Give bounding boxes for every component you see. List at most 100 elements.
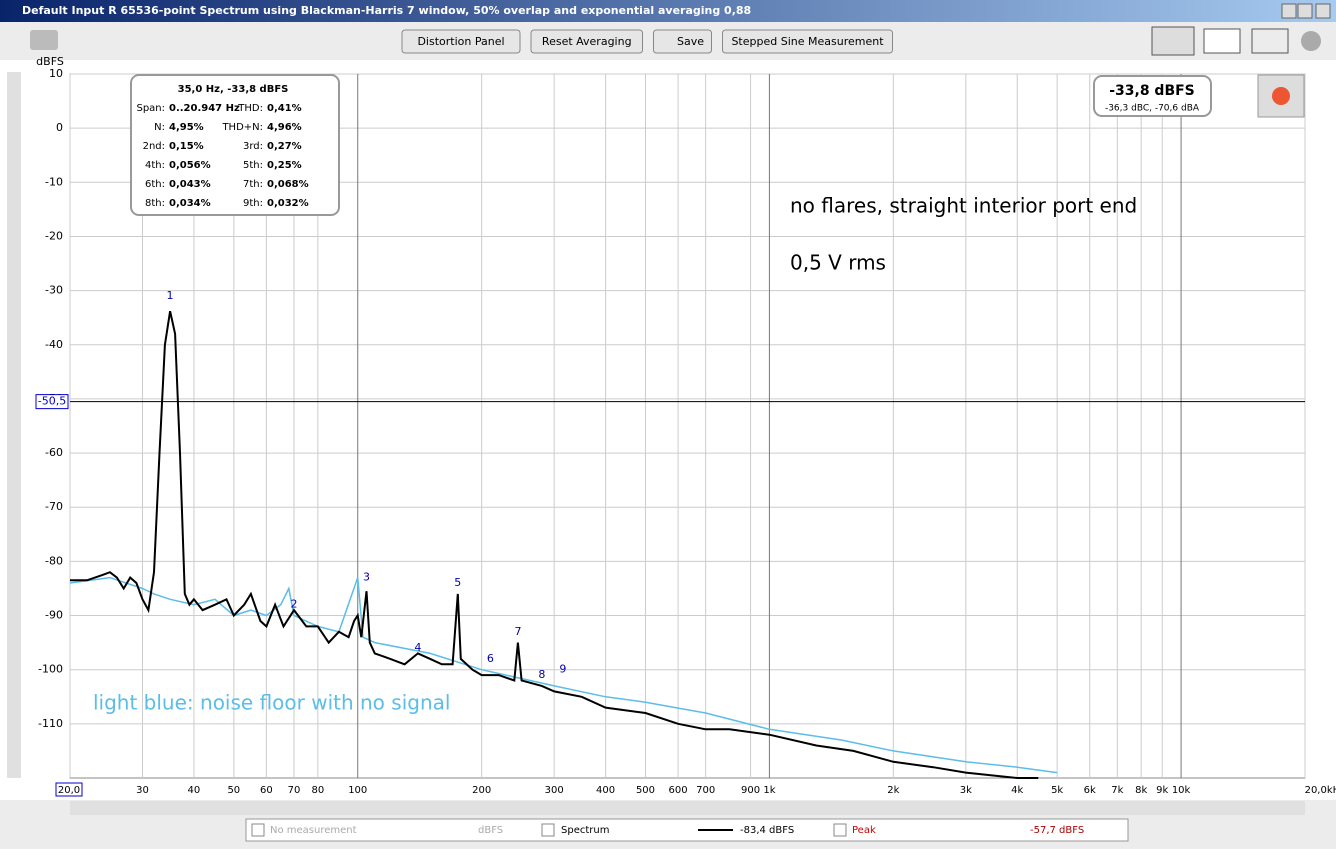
x-start-box: [55, 782, 83, 797]
legend-text: -83,4 dBFS: [740, 825, 794, 836]
x-tick-label: 20,0kHz: [1305, 785, 1336, 796]
y-tick-label: -110: [38, 717, 63, 730]
x-tick-label: 2k: [887, 785, 899, 796]
title-bar: [0, 0, 1336, 22]
toolbar-button[interactable]: [401, 29, 521, 54]
info-cell: 4,95%: [169, 122, 204, 133]
legend-text: Peak: [852, 825, 876, 836]
level-main: -33,8 dBFS: [1109, 83, 1195, 99]
info-cell: N:: [154, 122, 165, 133]
resize-icon[interactable]: [1251, 28, 1289, 54]
harmonic-label: 8: [538, 668, 545, 681]
button-label: Save: [677, 35, 704, 48]
camera-icon[interactable]: [30, 30, 58, 50]
info-cell: 0,25%: [267, 160, 302, 171]
x-tick-label: 4k: [1011, 785, 1023, 796]
y-tick-label: -70: [45, 500, 63, 513]
cursor-box: [35, 394, 69, 410]
level-panel: [1093, 75, 1212, 117]
y-tick-label: 10: [49, 67, 63, 80]
checkbox[interactable]: [541, 823, 555, 837]
record-light[interactable]: [1272, 87, 1290, 105]
y-tick-label: -40: [45, 338, 63, 351]
x-tick-label: 600: [669, 785, 688, 796]
cursor-label: -50,5: [38, 395, 66, 408]
button-label: Reset Averaging: [542, 35, 632, 48]
checkbox[interactable]: [833, 823, 847, 837]
harmonic-label: 5: [454, 576, 461, 589]
info-panel: [130, 74, 340, 216]
spectrum-line: [70, 310, 1039, 779]
info-cell: 7th:: [243, 179, 263, 190]
x-tick-label: 7k: [1111, 785, 1123, 796]
info-cell: 2nd:: [143, 141, 165, 152]
x-tick-label: 400: [596, 785, 615, 796]
h-scrollbar[interactable]: [70, 801, 1305, 815]
legend-text: -57,7 dBFS: [1030, 825, 1084, 836]
maximize[interactable]: [1297, 3, 1313, 19]
info-cell: THD+N:: [221, 122, 263, 133]
info-cell: Span:: [136, 103, 165, 114]
info-cell: 4,96%: [267, 122, 302, 133]
x-tick-label: 100: [348, 785, 367, 796]
info-cell: 0,032%: [267, 198, 309, 209]
y-tick-label: -90: [45, 609, 63, 622]
legend-text: dBFS: [478, 825, 503, 836]
toolbar-button[interactable]: [722, 29, 893, 54]
v-scrollbar[interactable]: [7, 72, 21, 778]
toolbar-button[interactable]: [653, 29, 712, 54]
y-tick-label: -10: [45, 175, 63, 188]
x-tick-label: 9k: [1156, 785, 1168, 796]
columns-icon[interactable]: [1203, 28, 1241, 54]
info-cell: 3rd:: [243, 141, 263, 152]
x-tick-label: 6k: [1084, 785, 1096, 796]
harmonic-label: 4: [414, 641, 421, 654]
settings-icon[interactable]: [1301, 31, 1321, 51]
x-tick-label: 10k: [1172, 785, 1191, 796]
harmonic-label: 3: [363, 571, 370, 584]
toolbar-button[interactable]: [530, 29, 643, 54]
view-icon[interactable]: [1151, 26, 1195, 56]
x-tick-label: 40: [188, 785, 201, 796]
x-tick-label: 8k: [1135, 785, 1147, 796]
info-cell: 0,068%: [267, 179, 309, 190]
info-cell: 5th:: [243, 160, 263, 171]
button-label: Distortion Panel: [417, 35, 504, 48]
y-tick-label: -20: [45, 229, 63, 242]
x-tick-label: 200: [472, 785, 491, 796]
x-tick-label: 700: [696, 785, 715, 796]
y-tick-label: -80: [45, 554, 63, 567]
info-cell: 0,27%: [267, 141, 302, 152]
harmonic-label: 7: [514, 625, 521, 638]
legend-bar: [245, 818, 1129, 842]
x-tick-label: 3k: [960, 785, 972, 796]
info-cell: 0,056%: [169, 160, 211, 171]
x-tick-label: 60: [260, 785, 273, 796]
x-tick-label: 30: [136, 785, 149, 796]
x-tick-label: 300: [545, 785, 564, 796]
x-tick-label: 70: [288, 785, 301, 796]
info-cell: 9th:: [243, 198, 263, 209]
x-tick-label: 20,0: [58, 785, 80, 796]
minimize[interactable]: [1281, 3, 1297, 19]
x-tick-label: 50: [227, 785, 240, 796]
close[interactable]: [1315, 3, 1331, 19]
window-title: Default Input R 65536-point Spectrum usi…: [22, 4, 751, 17]
harmonic-label: 9: [559, 663, 566, 676]
info-cell: 0,41%: [267, 103, 302, 114]
y-tick-label: -30: [45, 284, 63, 297]
y-tick-label: -100: [38, 663, 63, 676]
annotation: light blue: noise floor with no signal: [93, 691, 450, 715]
info-cell: THD:: [237, 103, 263, 114]
harmonic-label: 6: [487, 652, 494, 665]
checkbox[interactable]: [251, 823, 265, 837]
info-cell: 8th:: [145, 198, 165, 209]
legend-text: No measurement: [270, 825, 357, 836]
info-cell: 0,043%: [169, 179, 211, 190]
info-cell: 4th:: [145, 160, 165, 171]
harmonic-label: 2: [290, 598, 297, 611]
y-axis-label: dBFS: [36, 55, 64, 68]
annotation: 0,5 V rms: [790, 251, 886, 275]
button-label: Stepped Sine Measurement: [731, 35, 884, 48]
